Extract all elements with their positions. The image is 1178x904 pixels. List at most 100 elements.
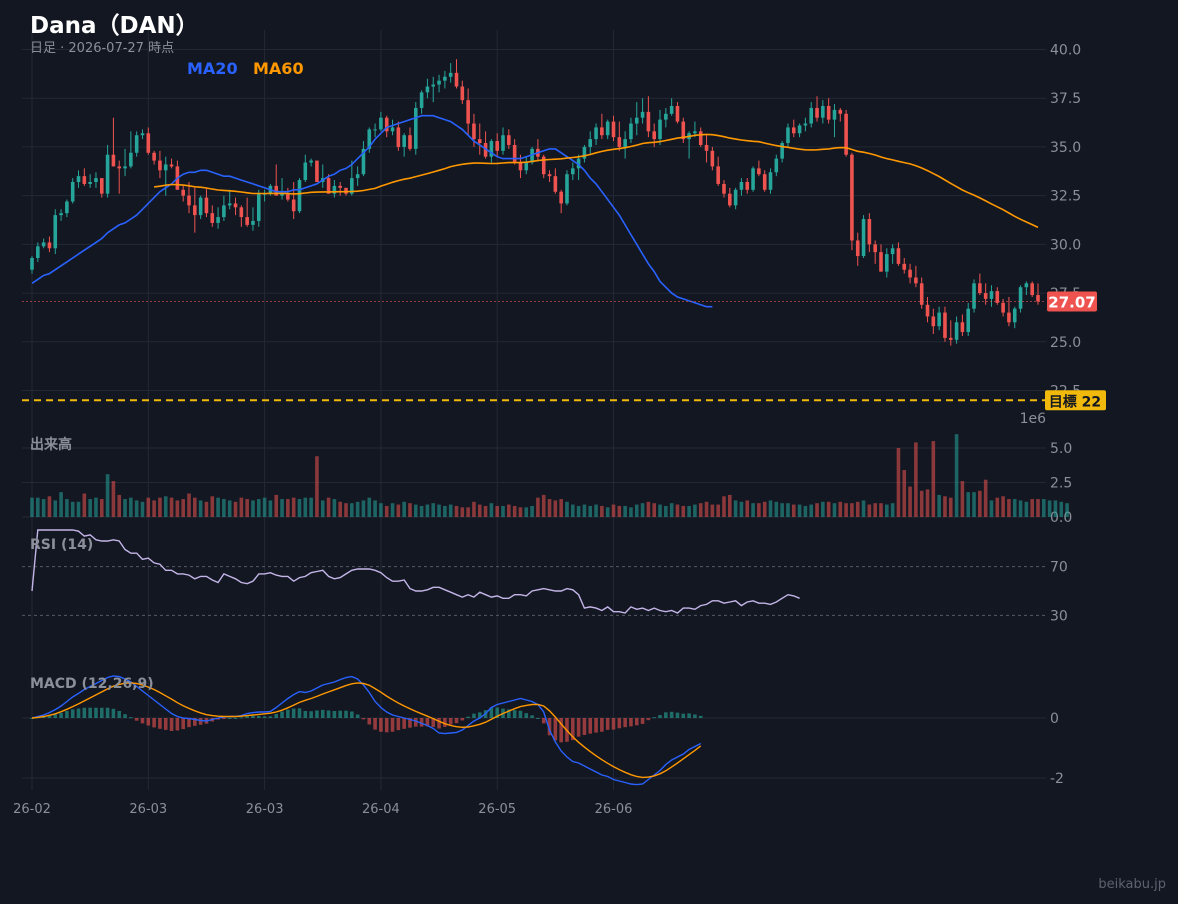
volume-bar xyxy=(204,501,209,517)
chart-title: Dana（DAN） xyxy=(30,13,199,39)
volume-bar xyxy=(925,489,930,517)
candle-body xyxy=(88,182,92,184)
volume-bar xyxy=(344,503,348,517)
macd-histogram-bar xyxy=(437,718,441,729)
candle-body xyxy=(791,127,796,134)
macd-histogram-bar xyxy=(384,718,389,733)
candle-body xyxy=(99,178,104,194)
candle-body xyxy=(576,158,581,169)
volume-bar xyxy=(460,507,465,517)
volume-bar xyxy=(850,503,854,517)
macd-histogram-bar xyxy=(303,710,308,718)
candle-body xyxy=(873,244,877,253)
rsi-panel-label: RSI (14) xyxy=(30,537,94,553)
macd-histogram-bar xyxy=(425,718,430,727)
price-tick-label: 40.0 xyxy=(1050,42,1081,58)
macd-histogram-bar xyxy=(495,707,499,718)
candle-body xyxy=(1001,302,1005,313)
candle-body xyxy=(111,154,116,167)
volume-bar xyxy=(826,501,831,517)
macd-histogram-bar xyxy=(524,713,529,718)
candle-body xyxy=(914,277,918,284)
volume-bar xyxy=(70,501,75,517)
volume-bar xyxy=(948,497,953,517)
candle-body xyxy=(943,312,947,338)
macd-histogram-bar xyxy=(466,716,470,718)
candle-body xyxy=(396,127,401,147)
macd-histogram-bar xyxy=(187,718,191,728)
macd-histogram-bar xyxy=(291,708,296,718)
macd-histogram-bar xyxy=(332,710,337,718)
volume-bar xyxy=(803,505,808,517)
volume-bar xyxy=(966,492,971,517)
volume-bar xyxy=(489,503,494,517)
volume-bar xyxy=(838,501,843,517)
ma60-line xyxy=(154,133,1039,229)
macd-histogram-bar xyxy=(373,718,377,730)
volume-bar xyxy=(233,501,238,517)
macd-histogram-bar xyxy=(600,718,604,732)
macd-histogram-bar xyxy=(193,718,197,726)
candle-body xyxy=(256,193,261,221)
volume-bar xyxy=(268,500,273,517)
macd-histogram-bar xyxy=(94,707,98,718)
candle-body xyxy=(815,107,819,118)
macd-histogram-bar xyxy=(669,711,674,718)
volume-bar xyxy=(954,434,959,517)
volume-bar xyxy=(664,505,668,517)
macd-histogram-bar xyxy=(634,718,639,726)
volume-bar xyxy=(227,500,232,517)
candle-body xyxy=(309,160,313,163)
candle-body xyxy=(658,119,662,140)
candle-body xyxy=(30,258,34,270)
volume-bar xyxy=(681,505,686,517)
candle-body xyxy=(704,144,709,151)
candle-body xyxy=(477,139,482,144)
macd-histogram-bar xyxy=(286,709,290,718)
macd-histogram-bar xyxy=(541,718,546,724)
macd-histogram-bar xyxy=(245,716,249,718)
volume-bar xyxy=(983,479,988,517)
candle-body xyxy=(338,185,342,188)
candle-body xyxy=(507,135,511,145)
candle-body xyxy=(448,72,453,77)
candle-body xyxy=(768,172,773,190)
volume-bar xyxy=(274,494,279,517)
volume-bar xyxy=(919,490,924,517)
legend-ma60: MA60 xyxy=(253,59,304,78)
x-tick-label: 26-03 xyxy=(246,802,284,817)
price-tick-label: 30.0 xyxy=(1050,237,1081,253)
volume-bar xyxy=(59,492,63,517)
candle-body xyxy=(332,185,337,194)
volume-bar xyxy=(134,500,139,517)
macd-histogram-bar xyxy=(251,715,255,718)
candle-body xyxy=(495,141,499,151)
candle-body xyxy=(367,129,372,149)
volume-bar xyxy=(710,504,715,517)
volume-bar xyxy=(443,505,447,517)
volume-bar xyxy=(809,504,814,517)
macd-histogram-bar xyxy=(338,710,342,718)
candle-body xyxy=(826,106,831,120)
candle-body xyxy=(890,248,895,255)
macd-histogram-bar xyxy=(41,716,46,718)
candle-body xyxy=(472,123,476,140)
macd-histogram-bar xyxy=(698,715,703,718)
volume-bar xyxy=(466,507,470,517)
candle-body xyxy=(355,174,360,179)
volume-bar xyxy=(413,504,418,517)
candle-body xyxy=(780,143,784,159)
macd-histogram-bar xyxy=(408,718,412,728)
volume-bar xyxy=(728,494,732,517)
volume-bar xyxy=(762,501,767,517)
candle-body xyxy=(559,191,563,204)
macd-histogram-bar xyxy=(256,715,261,718)
candle-body xyxy=(140,133,145,136)
volume-bar xyxy=(216,497,220,517)
candle-body xyxy=(425,86,430,93)
candle-body xyxy=(70,182,75,202)
volume-bar xyxy=(745,500,750,517)
macd-histogram-bar xyxy=(658,715,662,718)
macd-histogram-bar xyxy=(268,716,273,718)
volume-bar xyxy=(1018,500,1023,517)
